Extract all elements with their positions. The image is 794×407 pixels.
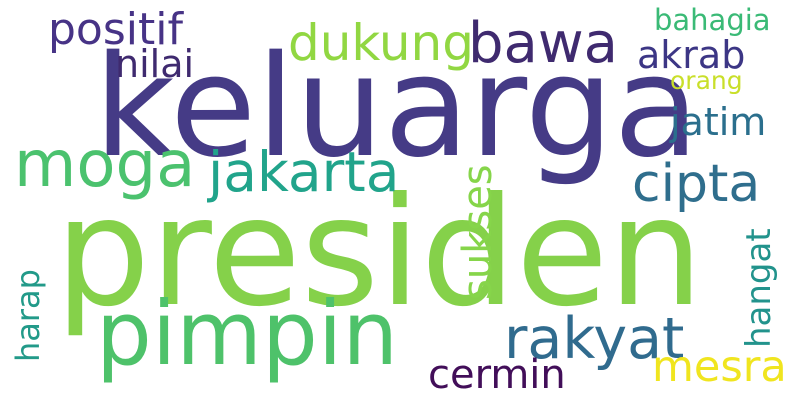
word-positif: positif <box>48 4 183 55</box>
word-bahagia: bahagia <box>654 3 771 37</box>
word-moga: moga <box>14 128 196 202</box>
word-sukses: sukses <box>455 164 501 300</box>
word-orang: orang <box>670 66 743 95</box>
word-nilai: nilai <box>115 42 195 86</box>
word-presiden: presiden <box>55 166 704 340</box>
word-bawa: bawa <box>468 11 618 76</box>
word-cermin: cermin <box>428 352 566 398</box>
word-mesra: mesra <box>652 342 787 392</box>
word-hangat: hangat <box>739 228 779 348</box>
word-jakarta: jakarta <box>208 140 400 204</box>
word-akrab: akrab <box>637 33 746 77</box>
word-rakyat: rakyat <box>504 306 685 372</box>
word-cipta: cipta <box>632 154 761 214</box>
word-jatim: jatim <box>670 100 767 144</box>
word-harap: harap <box>9 269 47 362</box>
word-pimpin: pimpin <box>96 282 399 385</box>
word-dukung: dukung <box>288 14 474 72</box>
word-keluarga: keluarga <box>94 26 700 189</box>
